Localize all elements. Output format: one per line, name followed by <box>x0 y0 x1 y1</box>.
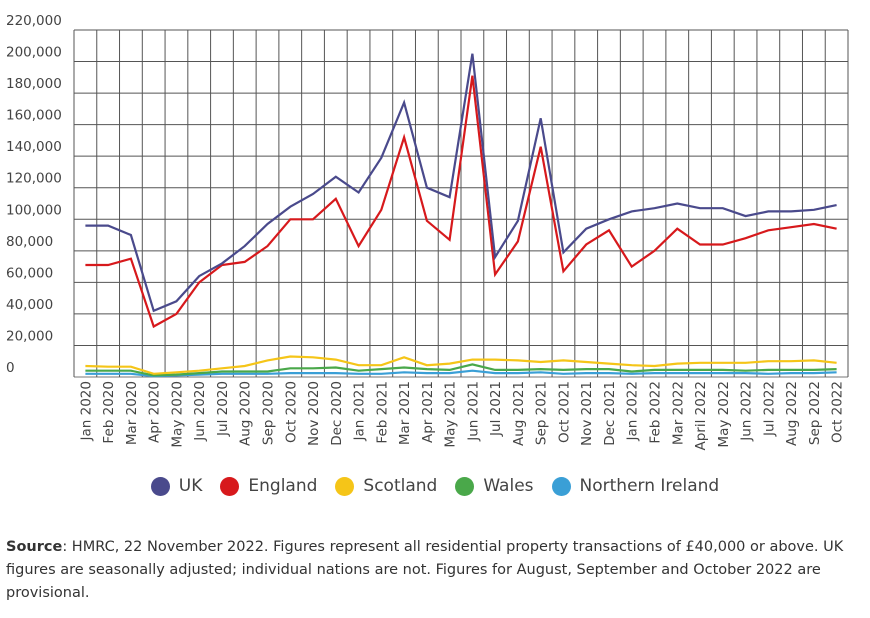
legend: UK England Scotland Wales Northern Ireland <box>0 476 870 496</box>
x-tick-label: Jan 2022 <box>625 381 641 441</box>
series-line-scotland <box>85 355 837 375</box>
y-tick-label: 0 <box>6 360 15 376</box>
y-tick-label: 40,000 <box>6 297 53 313</box>
legend-item-england: England <box>220 476 317 496</box>
x-tick-label: Feb 2021 <box>374 381 390 444</box>
series-line-northern-ireland <box>85 369 837 378</box>
legend-item-uk: UK <box>150 476 203 496</box>
x-tick-label: Jul 2022 <box>761 381 777 437</box>
x-tick-label: May 2020 <box>169 381 185 448</box>
y-tick-label: 20,000 <box>6 328 53 344</box>
source-label: Source <box>6 539 63 555</box>
legend-swatch <box>551 476 571 496</box>
x-tick-label: Mar 2020 <box>124 381 140 445</box>
legend-item-scotland: Scotland <box>335 476 437 496</box>
x-tick-label: Jun 2020 <box>192 381 208 442</box>
x-tick-label: Apr 2020 <box>147 381 163 443</box>
legend-swatch <box>335 476 355 496</box>
x-tick-label: Feb 2020 <box>101 381 117 444</box>
legend-label: Wales <box>483 476 534 496</box>
series-line-england <box>85 75 837 329</box>
x-tick-label: Mar 2021 <box>397 381 413 445</box>
x-tick-label: Apr 2021 <box>420 381 436 443</box>
x-tick-label: Jun 2022 <box>739 381 755 442</box>
x-tick-label: Aug 2021 <box>511 381 527 446</box>
y-tick-label: 160,000 <box>6 108 62 124</box>
x-tick-label: May 2021 <box>443 381 459 448</box>
line-chart: 0 20,000 40,000 60,000 80,000 100,000 120,000 1… <box>6 13 849 451</box>
x-tick-label: April 2022 <box>693 381 709 451</box>
series-line-uk <box>85 53 837 313</box>
x-tick-label: Aug 2022 <box>784 381 800 446</box>
x-tick-label: Mar 2022 <box>670 381 686 445</box>
legend-label: Scotland <box>363 476 438 496</box>
y-tick-label: 100,000 <box>6 202 62 218</box>
source-text: : HMRC, 22 November 2022. Figures repres… <box>6 539 844 601</box>
y-tick-label: 60,000 <box>6 265 53 281</box>
x-tick-label: Jan 2020 <box>78 381 94 441</box>
source-note: Source: HMRC, 22 November 2022. Figures … <box>6 536 846 605</box>
x-tick-label: Jul 2020 <box>215 381 231 437</box>
x-tick-label: Feb 2022 <box>648 381 664 444</box>
legend-item-northern-ireland: Northern Ireland <box>551 476 720 496</box>
legend-label: UK <box>178 476 203 496</box>
x-tick-label: Aug 2020 <box>238 381 254 446</box>
x-tick-label: Oct 2020 <box>283 381 299 443</box>
x-tick-label: Nov 2021 <box>579 381 595 446</box>
legend-swatch <box>455 476 475 496</box>
x-tick-label: Sep 2020 <box>261 381 277 445</box>
x-tick-label: Jul 2021 <box>488 381 504 437</box>
legend-label: Northern Ireland <box>579 476 720 496</box>
series-line-wales <box>85 363 837 377</box>
y-tick-label: 80,000 <box>6 234 53 250</box>
y-tick-label: 180,000 <box>6 76 62 92</box>
x-tick-label: Jan 2021 <box>352 381 368 441</box>
legend-item-wales: Wales <box>455 476 534 496</box>
grid <box>73 29 849 378</box>
x-tick-label: Jun 2021 <box>465 381 481 442</box>
y-tick-label: 220,000 <box>6 13 62 29</box>
x-tick-label: Nov 2020 <box>306 381 322 446</box>
x-tick-label: Dec 2021 <box>602 381 618 446</box>
y-tick-label: 120,000 <box>6 171 62 187</box>
legend-swatch <box>220 476 240 496</box>
x-tick-label: Dec 2020 <box>329 381 345 446</box>
x-tick-label: Sep 2022 <box>807 381 823 445</box>
series-lines <box>85 53 837 378</box>
legend-label: England <box>248 476 318 496</box>
y-axis: 0 20,000 40,000 60,000 80,000 100,000 120,000 1… <box>6 13 62 376</box>
y-tick-label: 140,000 <box>6 139 62 155</box>
y-tick-label: 200,000 <box>6 45 62 61</box>
x-tick-label: Oct 2022 <box>830 381 846 443</box>
x-tick-label: May 2022 <box>716 381 732 448</box>
x-tick-label: Oct 2021 <box>556 381 572 443</box>
legend-swatch <box>150 476 170 496</box>
x-tick-label: Sep 2021 <box>534 381 550 445</box>
x-axis: Jan 2020 Feb 2020 Mar 2020 Apr 2020 May 2020… <box>78 381 845 451</box>
